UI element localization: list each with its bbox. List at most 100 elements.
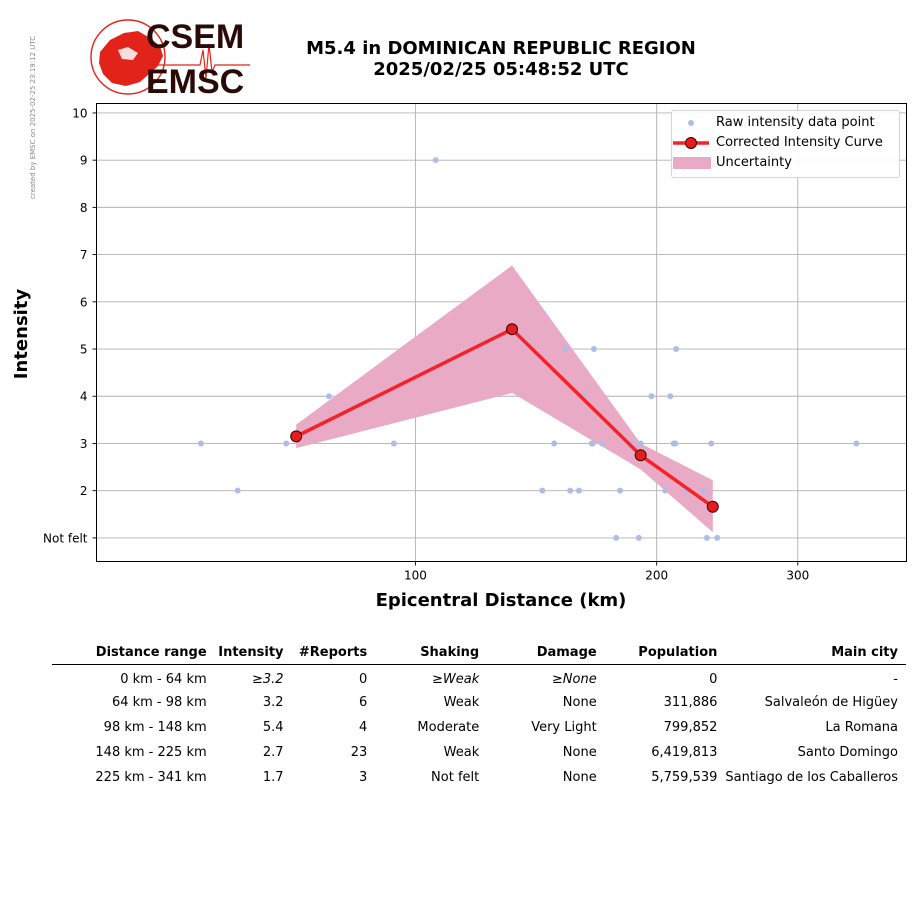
cell-damage: None — [562, 770, 597, 785]
y-axis-label: Intensity — [11, 289, 32, 380]
y-tick-label: 9 — [80, 154, 88, 168]
y-tick-label: Not felt — [43, 531, 88, 545]
cell-intensity: 1.7 — [262, 770, 284, 785]
raw-data-point — [283, 440, 290, 447]
raw-data-point — [708, 440, 715, 447]
cell-shaking: Not felt — [431, 770, 480, 785]
legend-label-curve: Corrected Intensity Curve — [716, 135, 883, 150]
cell-population: 799,852 — [663, 720, 718, 735]
cell-reports: 3 — [358, 770, 368, 785]
legend-curve-marker — [673, 137, 709, 149]
col-main-city: Main city — [725, 641, 906, 665]
x-tick-label: 100 — [404, 569, 427, 583]
x-tick-label: 200 — [645, 569, 668, 583]
legend-label-raw: Raw intensity data point — [716, 115, 875, 130]
cell-distance: 225 km - 341 km — [95, 770, 207, 785]
x-tick-label: 300 — [786, 569, 809, 583]
cell-population: 6,419,813 — [651, 745, 718, 760]
y-tick-label: 5 — [80, 343, 88, 357]
cell-city: La Romana — [825, 720, 898, 735]
raw-data-point — [673, 346, 680, 353]
uncertainty-area — [296, 265, 713, 533]
curve-marker — [290, 430, 303, 443]
cell-distance: 148 km - 225 km — [95, 745, 207, 760]
cell-intensity: 5.4 — [262, 720, 284, 735]
table-row: 148 km - 225 km 2.7 23 Weak None 6,419,8… — [52, 740, 906, 765]
legend-item-uncertainty: Uncertainty — [672, 153, 899, 173]
cell-damage: None — [562, 745, 597, 760]
table-row: 0 km - 64 km ≥3.2 0 ≥Weak ≥None 0 - — [52, 665, 906, 691]
uncertainty-band — [296, 265, 713, 533]
x-axis-label: Epicentral Distance (km) — [376, 590, 627, 611]
corrected-curve-line — [295, 327, 714, 509]
table-row: 225 km - 341 km 1.7 3 Not felt None 5,75… — [52, 765, 906, 790]
title-line-event: M5.4 in DOMINICAN REPUBLIC REGION — [306, 38, 696, 59]
plot-frame — [96, 103, 907, 562]
cell-shaking: Weak — [443, 695, 480, 710]
raw-data-point — [616, 487, 623, 494]
cell-distance: 64 km - 98 km — [111, 695, 207, 710]
col-reports: #Reports — [291, 641, 376, 665]
cell-shaking: Weak — [443, 745, 480, 760]
table-row: 64 km - 98 km 3.2 6 Weak None 311,886 Sa… — [52, 690, 906, 715]
cell-damage: None — [562, 695, 597, 710]
y-tick-label: 4 — [80, 390, 88, 404]
raw-data-point — [703, 534, 710, 541]
cell-distance: 98 km - 148 km — [103, 720, 207, 735]
col-shaking: Shaking — [375, 641, 488, 665]
raw-data-point — [589, 440, 596, 447]
title-line-datetime: 2025/02/25 05:48:52 UTC — [373, 59, 629, 80]
raw-data-point — [567, 487, 574, 494]
emsc-logo: CSEM EMSC — [90, 18, 250, 101]
legend: Raw intensity data point Corrected Inten… — [671, 110, 900, 178]
raw-data-point — [539, 487, 546, 494]
cell-city: Santiago de los Caballeros — [725, 770, 898, 785]
raw-data-point — [390, 440, 397, 447]
logo-text-csem: CSEM — [146, 18, 244, 56]
raw-data-point — [648, 393, 655, 400]
raw-data-point — [551, 440, 558, 447]
raw-data-point — [714, 534, 721, 541]
cell-damage: ≥None — [551, 672, 597, 687]
raw-data-point — [197, 440, 204, 447]
raw-data-point — [672, 440, 679, 447]
cell-intensity: 3.2 — [262, 695, 284, 710]
legend-label-uncertainty: Uncertainty — [716, 155, 792, 170]
cell-population: 0 — [709, 672, 718, 687]
cell-reports: 6 — [358, 695, 368, 710]
legend-item-curve: Corrected Intensity Curve — [672, 133, 899, 153]
cell-city: - — [893, 672, 898, 687]
x-axis-ticks: 100 200 300 — [404, 561, 809, 583]
raw-data-point — [637, 440, 644, 447]
curve-marker — [634, 449, 647, 462]
col-intensity: Intensity — [214, 641, 292, 665]
cell-shaking: Moderate — [417, 720, 480, 735]
col-damage: Damage — [487, 641, 605, 665]
chart-title: M5.4 in DOMINICAN REPUBLIC REGION 2025/0… — [262, 38, 740, 80]
cell-city: Salvaleón de Higüey — [764, 695, 898, 710]
col-population: Population — [604, 641, 726, 665]
curve-marker — [506, 323, 519, 336]
cell-reports: 4 — [358, 720, 368, 735]
curve-marker — [706, 500, 719, 513]
raw-data-point — [700, 487, 707, 494]
intensity-summary-table: Distance range Intensity #Reports Shakin… — [52, 641, 906, 790]
y-tick-label: 8 — [80, 201, 88, 215]
raw-data-point — [562, 346, 569, 353]
y-axis-ticks: Not felt 2 3 4 5 6 7 8 9 10 — [43, 106, 97, 545]
cell-population: 5,759,539 — [651, 770, 718, 785]
raw-data-point — [590, 346, 597, 353]
cell-population: 311,886 — [663, 695, 718, 710]
raw-data-point — [575, 487, 582, 494]
raw-data-point — [635, 534, 642, 541]
cell-damage: Very Light — [531, 720, 597, 735]
created-note: created by EMSC on 2025-02-25 23:19:12 U… — [29, 35, 37, 199]
cell-distance: 0 km - 64 km — [120, 672, 207, 687]
raw-data-point — [599, 440, 606, 447]
raw-data-point — [432, 157, 439, 164]
y-tick-label: 10 — [72, 106, 87, 120]
cell-reports: 0 — [358, 672, 368, 687]
y-tick-label: 6 — [80, 295, 88, 309]
col-distance-range: Distance range — [52, 641, 215, 665]
